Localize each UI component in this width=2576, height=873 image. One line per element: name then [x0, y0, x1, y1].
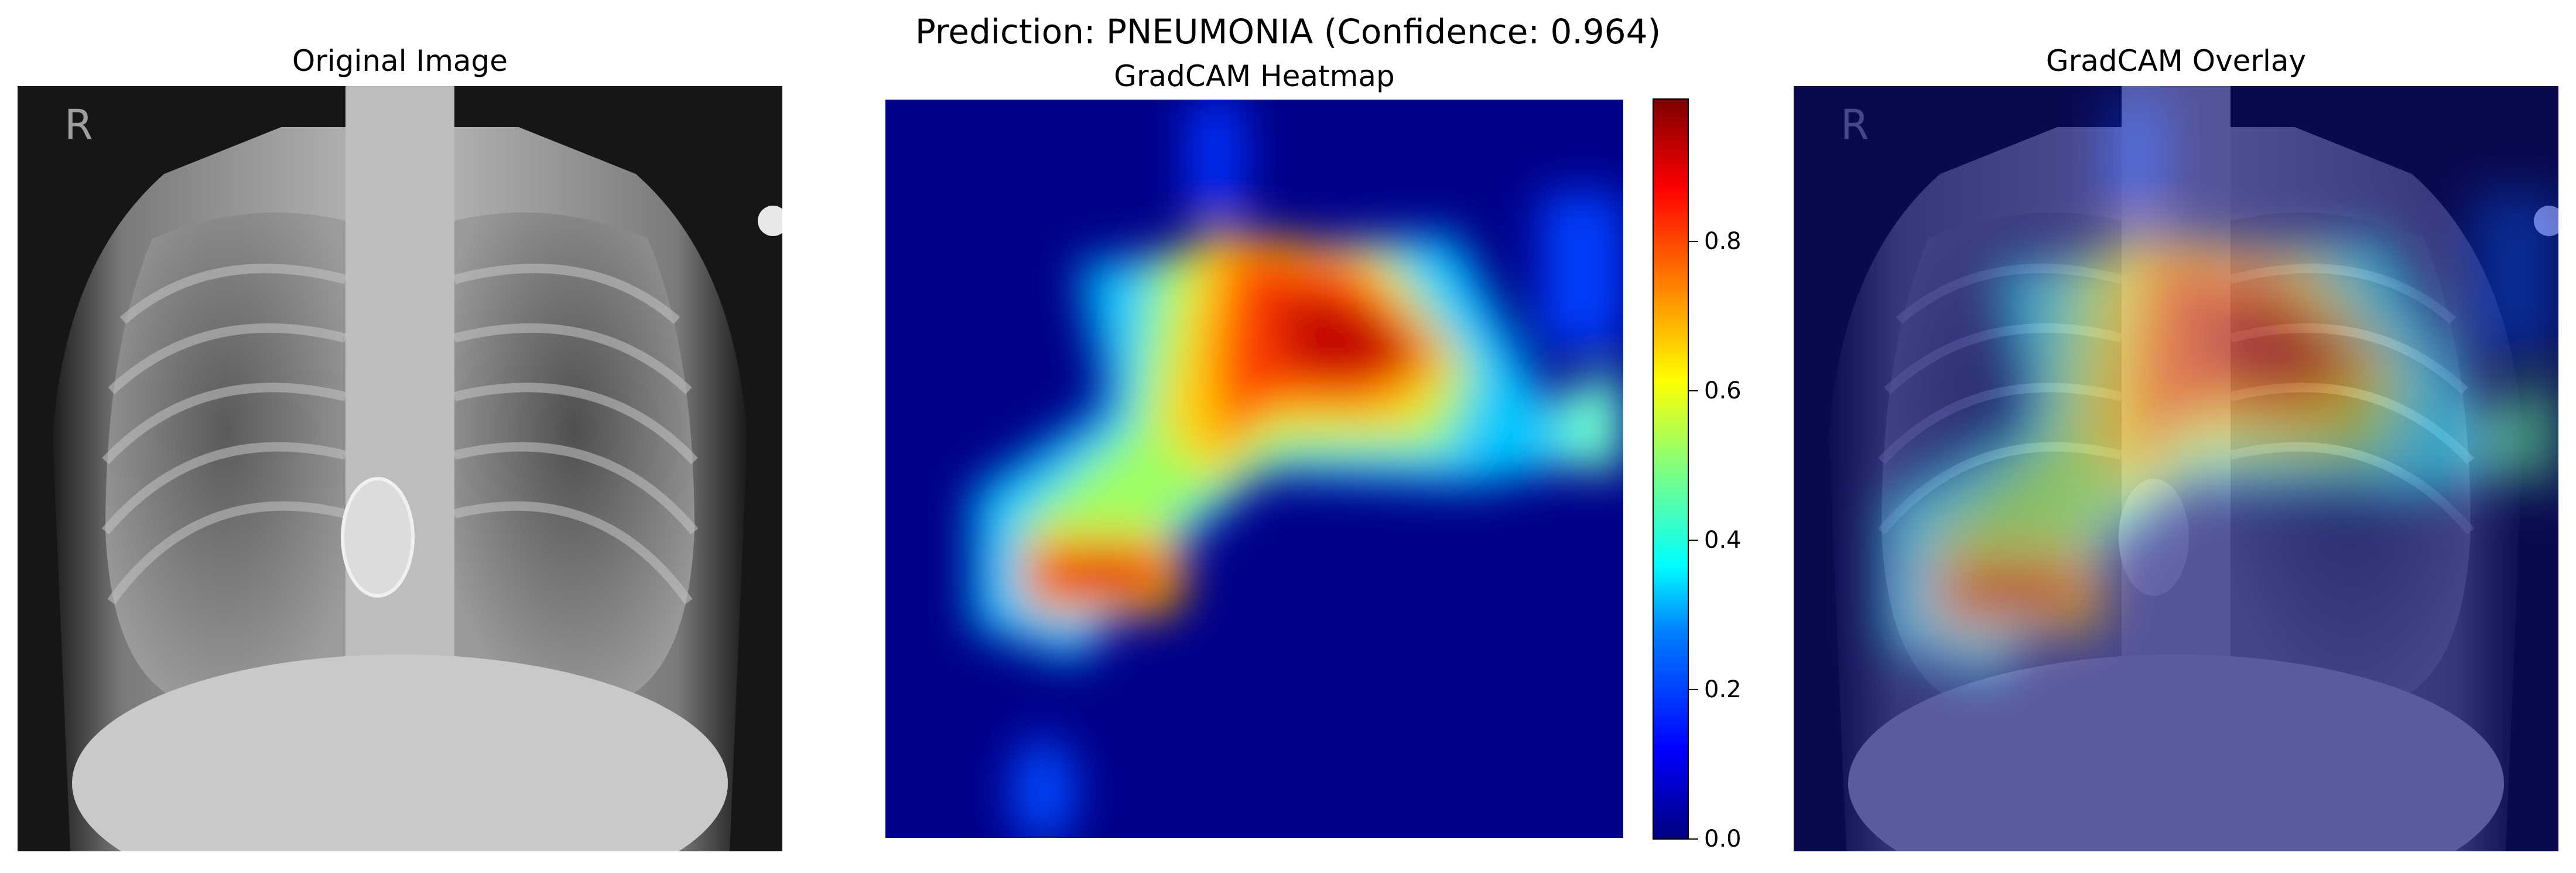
colorbar-tick-label: 0.8 — [1704, 228, 1742, 255]
colorbar-tick — [1689, 838, 1698, 840]
xray-side-marker: R — [64, 101, 93, 149]
colorbar-tick-label: 0.2 — [1704, 676, 1742, 703]
colorbar-tick-label: 0.4 — [1704, 527, 1742, 554]
colorbar-tick — [1689, 540, 1698, 541]
figure-title: Prediction: PNEUMONIA (Confidence: 0.964… — [915, 12, 1661, 52]
colorbar-tick-label: 0.0 — [1704, 826, 1742, 852]
colorbar-tick — [1689, 390, 1698, 391]
original-xray-image: R — [18, 86, 782, 851]
gradcam-overlay-image: R — [1794, 86, 2558, 851]
colorbar-tick — [1689, 689, 1698, 690]
colorbar-tick — [1689, 241, 1698, 242]
colorbar-tick-label: 0.6 — [1704, 377, 1742, 404]
colorbar — [1653, 98, 1689, 840]
overlay-title: GradCAM Overlay — [2045, 44, 2307, 78]
gradcam-heatmap-image — [885, 100, 1623, 838]
heatmap-title: GradCAM Heatmap — [1114, 59, 1395, 93]
original-image-title: Original Image — [292, 44, 508, 78]
